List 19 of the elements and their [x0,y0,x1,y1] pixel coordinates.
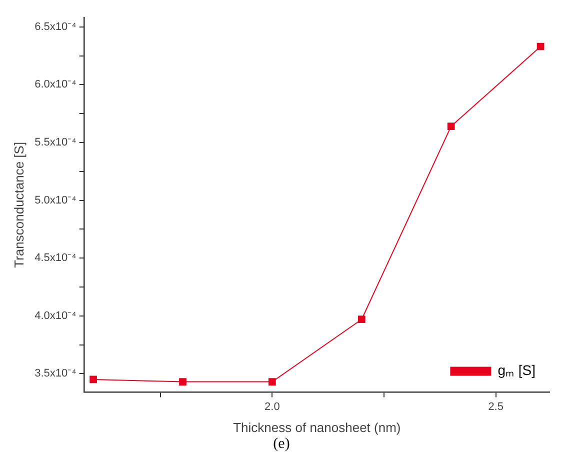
point [268,378,276,386]
y-tick-label: 5.0x10⁻⁴ [34,194,77,206]
y-tick-label: 4.0x10⁻⁴ [34,310,77,322]
y-tick-label: 6.0x10⁻⁴ [34,78,77,91]
y-tick-label: 6.5x10⁻⁴ [34,20,77,33]
point [447,122,455,130]
point [179,378,186,386]
y-tick-label: 4.5x10⁻⁴ [34,252,77,264]
y-tick-label: 3.5x10⁻⁴ [34,368,77,380]
point [358,316,366,324]
x-tick-label: 2.5 [488,400,504,413]
legend-label: gₘ [S] [498,362,536,378]
point [536,42,544,50]
x-axis-title: Thickness of nanosheet (nm) [233,420,401,435]
y-tick-label: 5.5x10⁻⁴ [34,136,77,148]
x-tick-label: 2.0 [264,400,280,413]
text: (e) [272,436,291,453]
point [90,376,97,384]
y-axis-title: Transconductance [S] [11,142,26,268]
